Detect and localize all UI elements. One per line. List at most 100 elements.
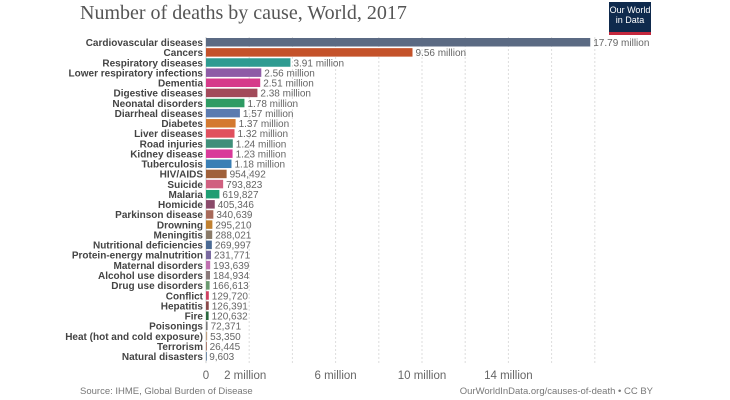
source-note[interactable]: Source: IHME, Global Burden of Disease (80, 386, 253, 397)
category-label: HIV/AIDS (160, 170, 204, 181)
bar (206, 220, 213, 229)
value-label: 17.79 million (593, 38, 649, 49)
category-label: Natural disasters (122, 352, 204, 363)
value-label: 405,346 (218, 200, 255, 211)
bar (206, 210, 214, 219)
value-label: 1.32 million (238, 129, 289, 140)
value-label: 1.57 million (243, 109, 294, 120)
category-label: Drowning (157, 220, 203, 231)
bar (206, 281, 210, 290)
category-label: Diarrheal diseases (115, 109, 204, 120)
bar (206, 301, 209, 310)
value-label: 2.56 million (264, 68, 315, 79)
value-label: 1.37 million (239, 119, 290, 130)
value-label: 288,021 (215, 230, 252, 241)
category-label: Terrorism (157, 342, 203, 353)
category-label: Conflict (166, 291, 204, 302)
value-label: 295,210 (215, 220, 252, 231)
category-label: Homicide (158, 200, 203, 211)
bar (206, 179, 224, 189)
value-label: 1.24 million (236, 139, 287, 150)
x-tick-label: 2 million (224, 370, 266, 382)
x-tick-label: 14 million (484, 370, 533, 382)
category-label: Neonatal disorders (112, 99, 203, 110)
category-label: Respiratory diseases (102, 58, 203, 69)
value-label: 231,771 (214, 251, 251, 262)
bar (206, 230, 213, 239)
x-tick-label: 6 million (315, 370, 357, 382)
value-label: 184,934 (213, 271, 250, 282)
bar (206, 270, 210, 280)
bar (206, 260, 211, 270)
bar (206, 352, 207, 361)
category-label: Maternal disorders (114, 261, 204, 272)
bar (206, 149, 233, 158)
bar (206, 108, 240, 118)
category-label: Drug use disorders (111, 281, 203, 292)
category-label: Cardiovascular diseases (86, 38, 204, 49)
value-label: 1.78 million (247, 99, 298, 110)
chart-title: Number of deaths by cause, World, 2017 (80, 2, 407, 24)
category-label: Parkinson disease (115, 210, 203, 221)
bar (206, 341, 207, 351)
value-label: 1.18 million (234, 160, 285, 171)
category-label: Tuberculosis (142, 160, 204, 171)
value-label: 2.51 million (263, 79, 314, 90)
category-label: Meningitis (154, 230, 204, 241)
owid-logo[interactable]: Our World in Data (609, 2, 651, 35)
bar (206, 88, 258, 98)
bar (206, 331, 208, 341)
category-label: Nutritional deficiencies (93, 241, 203, 252)
bar (206, 38, 591, 47)
value-label: 954,492 (230, 170, 267, 181)
bar (206, 291, 209, 300)
category-label: Poisonings (149, 322, 203, 333)
value-label: 269,997 (215, 241, 252, 252)
bar (206, 119, 236, 128)
value-label: 166,613 (213, 281, 250, 292)
value-label: 2.38 million (260, 89, 311, 100)
category-label: Kidney disease (130, 149, 203, 160)
bar (206, 68, 262, 77)
bar (206, 129, 235, 138)
category-label: Suicide (167, 180, 203, 191)
bar (206, 48, 413, 57)
value-label: 793,823 (226, 180, 263, 191)
bar (206, 250, 212, 260)
bar (206, 169, 227, 179)
category-label: Digestive diseases (114, 89, 204, 100)
value-label: 53,350 (210, 332, 241, 343)
value-label: 619,827 (222, 190, 259, 201)
value-label: 120,632 (212, 312, 249, 323)
bar (206, 189, 220, 199)
category-label: Hepatitis (161, 301, 204, 312)
category-label: Liver diseases (134, 129, 203, 140)
bar (206, 200, 215, 209)
value-label: 129,720 (212, 291, 249, 302)
bar (206, 159, 232, 169)
value-label: 3.91 million (293, 58, 344, 69)
category-label: Cancers (164, 48, 204, 59)
category-label: Protein-energy malnutrition (72, 251, 203, 262)
category-label: Diabetes (161, 119, 203, 130)
category-label: Fire (185, 312, 204, 323)
value-label: 26,445 (210, 342, 241, 353)
value-label: 72,371 (211, 322, 242, 333)
category-label: Heat (hot and cold exposure) (65, 332, 203, 343)
bar (206, 311, 209, 321)
bar (206, 98, 245, 108)
value-label: 9,603 (209, 352, 234, 363)
bar (206, 58, 291, 67)
x-tick-label: 10 million (398, 370, 447, 382)
category-label: Alcohol use disorders (98, 271, 203, 282)
source-url[interactable]: OurWorldInData.org/causes-of-death • CC … (459, 386, 653, 397)
x-tick-label: 0 (203, 370, 209, 382)
value-label: 9.56 million (415, 48, 466, 59)
bar (206, 78, 261, 88)
bar (206, 240, 212, 250)
bar (206, 321, 208, 331)
bar (206, 139, 233, 148)
value-label: 126,391 (212, 301, 249, 312)
value-label: 193,639 (213, 261, 250, 272)
